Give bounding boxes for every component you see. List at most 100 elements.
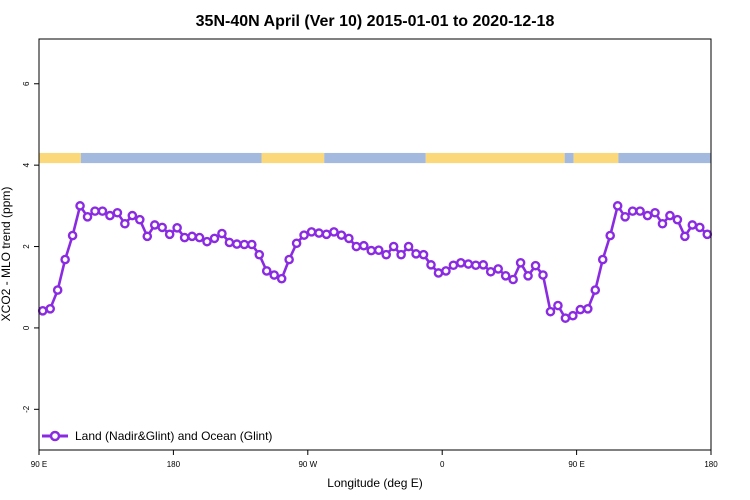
data-point — [627, 206, 638, 216]
data-point — [321, 229, 332, 240]
y-axis: -2 0 2 4 6 — [22, 81, 39, 413]
data-point — [657, 218, 668, 229]
x-tick-label: 180 — [167, 460, 181, 469]
chart-title: 35N-40N April (Ver 10) 2015-01-01 to 202… — [196, 13, 555, 30]
ocean-band-segment — [618, 152, 711, 164]
data-point — [612, 201, 623, 211]
data-point — [545, 306, 556, 317]
data-point — [224, 237, 235, 248]
data-point — [246, 239, 257, 250]
data-point — [485, 266, 496, 277]
land-band-segment — [573, 152, 619, 164]
data-point — [67, 230, 78, 241]
data-point — [187, 231, 197, 242]
data-point — [269, 270, 280, 280]
data-point — [403, 241, 414, 252]
data-point — [575, 304, 586, 315]
data-point — [112, 207, 123, 218]
data-point — [411, 249, 421, 259]
data-point — [358, 240, 369, 251]
data-point — [687, 220, 698, 230]
data-point — [149, 220, 160, 230]
data-point — [538, 270, 548, 280]
data-point — [426, 260, 436, 270]
x-axis: 90 E 180 90 W 0 90 E 180 — [31, 450, 718, 469]
data-point — [336, 230, 347, 240]
data-point — [105, 210, 115, 221]
data-point — [120, 218, 130, 229]
data-point — [142, 231, 153, 242]
data-point — [172, 223, 182, 233]
data-point — [508, 274, 518, 285]
data-point — [396, 249, 406, 260]
data-point — [463, 259, 474, 269]
data-point — [672, 214, 683, 225]
ocean-band-segment — [80, 152, 262, 164]
data-point — [388, 241, 399, 252]
x-tick-label: 90 E — [31, 460, 47, 469]
data-point — [695, 222, 705, 233]
data-point — [448, 260, 459, 271]
data-point — [418, 249, 429, 260]
data-point — [642, 210, 653, 221]
x-tick-label: 180 — [704, 460, 718, 469]
data-point — [60, 254, 70, 265]
plot-frame — [38, 38, 712, 451]
data-point — [254, 249, 265, 260]
data-point — [299, 230, 309, 240]
data-point — [82, 212, 93, 222]
data-point — [590, 285, 601, 295]
legend: Land (Nadir&Glint) and Ocean (Glint) — [42, 429, 272, 443]
data-point — [37, 306, 48, 316]
data-point — [351, 241, 362, 252]
data-point — [97, 206, 108, 216]
series-layer — [37, 201, 713, 323]
land-band-segment — [425, 152, 565, 164]
x-tick-label: 0 — [440, 460, 445, 469]
y-tick-label: 4 — [22, 162, 31, 167]
y-tick-label: -2 — [22, 405, 31, 413]
data-point — [597, 254, 608, 265]
data-point — [523, 271, 533, 281]
data-point — [179, 232, 190, 243]
data-point — [127, 210, 138, 221]
data-point — [366, 245, 377, 256]
data-point — [456, 258, 466, 268]
data-point — [52, 285, 63, 295]
data-point — [75, 201, 85, 211]
data-point — [134, 214, 145, 225]
y-tick-label: 6 — [22, 81, 31, 86]
data-point — [568, 310, 578, 321]
y-tick-label: 2 — [22, 244, 31, 249]
legend-label: Land (Nadir&Glint) and Ocean (Glint) — [75, 429, 272, 443]
data-point — [583, 303, 593, 314]
data-point — [209, 233, 220, 244]
data-point — [470, 260, 481, 271]
data-point — [441, 266, 451, 276]
data-point — [314, 228, 324, 238]
y-tick-label: 0 — [22, 325, 31, 330]
x-tick-label: 90 W — [298, 460, 317, 469]
data-point — [157, 222, 167, 233]
data-point — [478, 260, 489, 270]
data-point — [493, 264, 504, 274]
data-point — [560, 313, 571, 323]
data-point — [620, 212, 630, 222]
x-tick-label: 90 E — [568, 460, 584, 469]
legend-marker — [49, 430, 61, 442]
x-axis-label: Longitude (deg E) — [327, 476, 422, 490]
data-point — [605, 230, 616, 241]
land-ocean-band — [39, 152, 711, 164]
data-point — [90, 206, 100, 216]
data-point — [202, 236, 212, 247]
data-point — [306, 227, 317, 237]
data-point — [530, 260, 541, 271]
land-band-segment — [261, 152, 325, 164]
data-point — [515, 258, 526, 268]
data-point — [680, 231, 690, 242]
data-point — [45, 303, 56, 314]
data-point — [164, 229, 175, 240]
data-point — [373, 245, 384, 255]
data-point — [291, 238, 302, 249]
